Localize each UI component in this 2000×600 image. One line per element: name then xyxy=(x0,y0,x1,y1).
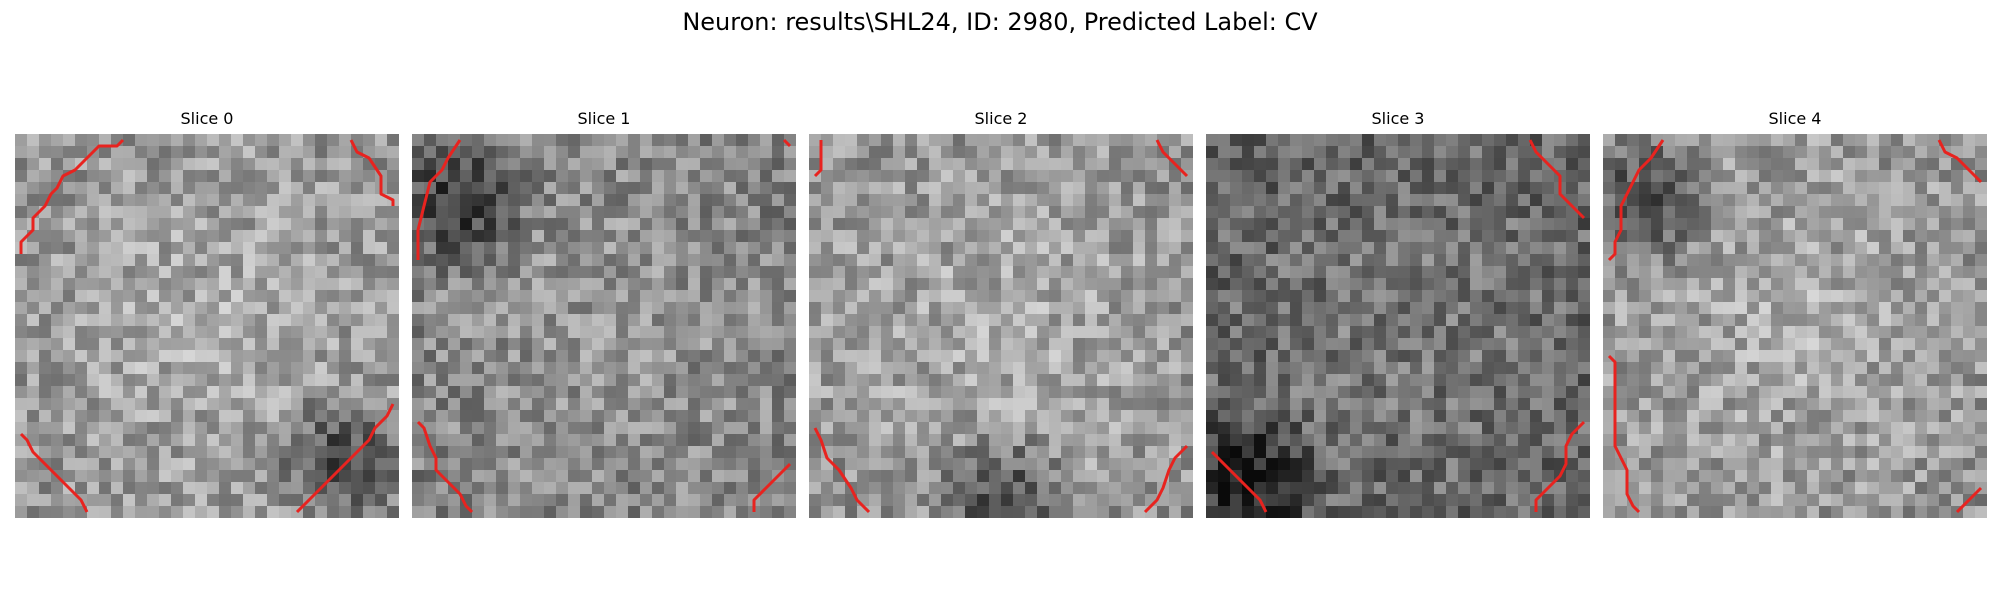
contour-line xyxy=(1607,139,1665,262)
contour-line xyxy=(1143,444,1189,514)
slice-image xyxy=(1206,134,1590,518)
pixel-grid xyxy=(15,134,399,518)
contour-line xyxy=(1155,139,1189,178)
slice-image xyxy=(412,134,796,518)
contour-line xyxy=(19,432,89,513)
pixel-grid xyxy=(1603,134,1987,518)
contour-line xyxy=(1534,420,1586,512)
slice-title: Slice 2 xyxy=(974,109,1028,128)
contour-line xyxy=(1937,139,1983,184)
slice-image xyxy=(15,134,399,518)
figure-title: Neuron: results\SHL24, ID: 2980, Predict… xyxy=(682,8,1318,36)
slice-title: Slice 0 xyxy=(180,109,234,128)
slice-title: Slice 4 xyxy=(1768,109,1822,128)
contour-line xyxy=(782,138,792,148)
contour-line xyxy=(349,139,395,206)
contour-line xyxy=(416,420,474,514)
pixel-grid xyxy=(809,134,1193,518)
contour-line xyxy=(1607,354,1641,514)
slice-title: Slice 1 xyxy=(577,109,631,128)
contour-line xyxy=(813,140,823,178)
contour-line xyxy=(752,462,792,512)
pixel-grid xyxy=(412,134,796,518)
slice-image xyxy=(1603,134,1987,518)
contour-line xyxy=(19,138,125,254)
contour-line xyxy=(1210,450,1268,513)
contour-line xyxy=(1955,486,1983,514)
contour-line xyxy=(416,139,462,260)
pixel-grid xyxy=(1206,134,1590,518)
slice-title: Slice 3 xyxy=(1371,109,1425,128)
contour-line xyxy=(1528,139,1586,220)
contour-line xyxy=(813,427,871,514)
slice-image xyxy=(809,134,1193,518)
contour-line xyxy=(295,403,395,514)
